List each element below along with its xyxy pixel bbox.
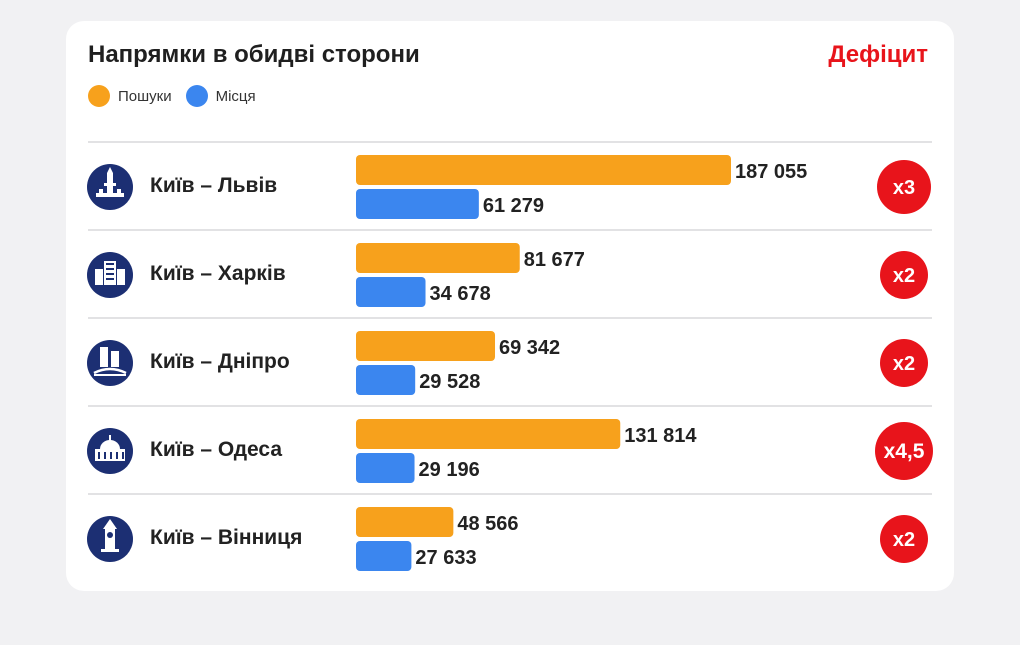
legend: Пошуки Місця (88, 85, 270, 107)
icon-part (99, 189, 103, 193)
route-label: Київ – Львів (150, 174, 277, 197)
icon-part (96, 193, 124, 197)
deficit-ratio-label: x4,5 (884, 440, 925, 463)
deficit-ratio-label: x2 (893, 265, 915, 287)
bar-chart: Київ – Львів 187 055 61 279 x3 Київ – Харків… (87, 141, 933, 571)
legend-item-seats: Місця (185, 85, 256, 107)
value-label-search: 81 677 (524, 249, 585, 271)
legend-item-search: Пошуки (88, 85, 172, 107)
deficit-ratio-badge (880, 339, 928, 387)
icon-part (104, 452, 106, 459)
deficit-heading: Дефіцит (828, 41, 928, 68)
bar-search (356, 507, 454, 537)
value-label-seats: 27 633 (415, 547, 476, 569)
value-label-search: 48 566 (457, 513, 518, 535)
route-label: Київ – Дніпро (150, 350, 290, 373)
icon-part (107, 532, 113, 538)
icon-part (107, 167, 113, 173)
chart-title: Напрямки в обидві сторони (88, 41, 420, 68)
value-label-seats: 34 678 (430, 283, 491, 305)
bar-seats (356, 453, 415, 483)
icon-part (100, 440, 120, 449)
bar-search (356, 331, 496, 361)
icon-part (110, 452, 112, 459)
icon-part (104, 183, 116, 186)
deficit-ratio-badge (877, 160, 931, 214)
value-label-seats: 29 528 (419, 371, 480, 393)
icon-part (98, 452, 100, 459)
bar-search (356, 243, 520, 273)
deficit-ratio-badge (875, 422, 933, 480)
bar-seats (356, 277, 426, 307)
icon-part (100, 347, 108, 367)
route-label: Київ – Одеса (150, 438, 282, 461)
deficit-ratio-label: x2 (893, 353, 915, 375)
icon-part (109, 435, 111, 441)
deficit-ratio-label: x2 (893, 529, 915, 551)
icon-part (117, 269, 125, 285)
value-label-seats: 61 279 (483, 195, 544, 217)
route-label: Київ – Вінниця (150, 526, 302, 549)
bar-seats (356, 541, 412, 571)
value-label-seats: 29 196 (419, 459, 480, 481)
icon-part (106, 278, 114, 280)
legend-swatch-seats (185, 85, 208, 107)
icon-part (122, 452, 124, 459)
route-label: Київ – Харків (150, 262, 286, 285)
icon-part (111, 351, 119, 367)
bar-seats (356, 189, 479, 219)
icon-part (106, 268, 114, 270)
deficit-ratio-badge (880, 251, 928, 299)
dnipro-towers-icon (87, 340, 133, 386)
icon-part (101, 549, 119, 552)
legend-swatch-search (88, 85, 110, 107)
bar-seats (356, 365, 416, 395)
icon-part (105, 529, 115, 551)
chart-card: Напрямки в обидві сторони Дефіцит Пошуки… (66, 21, 954, 591)
icon-part (116, 452, 118, 459)
value-label-search: 131 814 (624, 425, 697, 447)
icon-part (106, 263, 114, 265)
legend-label-search: Пошуки (118, 87, 172, 105)
icon-part (95, 269, 103, 285)
icon-part (103, 519, 117, 529)
bar-search (356, 419, 621, 449)
legend-label-seats: Місця (215, 87, 256, 105)
value-label-search: 187 055 (735, 161, 807, 183)
deficit-ratio-badge (880, 515, 928, 563)
icon-part (117, 189, 121, 193)
bar-search (356, 155, 731, 185)
icon-part (106, 273, 114, 275)
deficit-ratio-label: x3 (893, 177, 915, 199)
icon-part (93, 367, 127, 375)
value-label-search: 69 342 (499, 337, 560, 359)
